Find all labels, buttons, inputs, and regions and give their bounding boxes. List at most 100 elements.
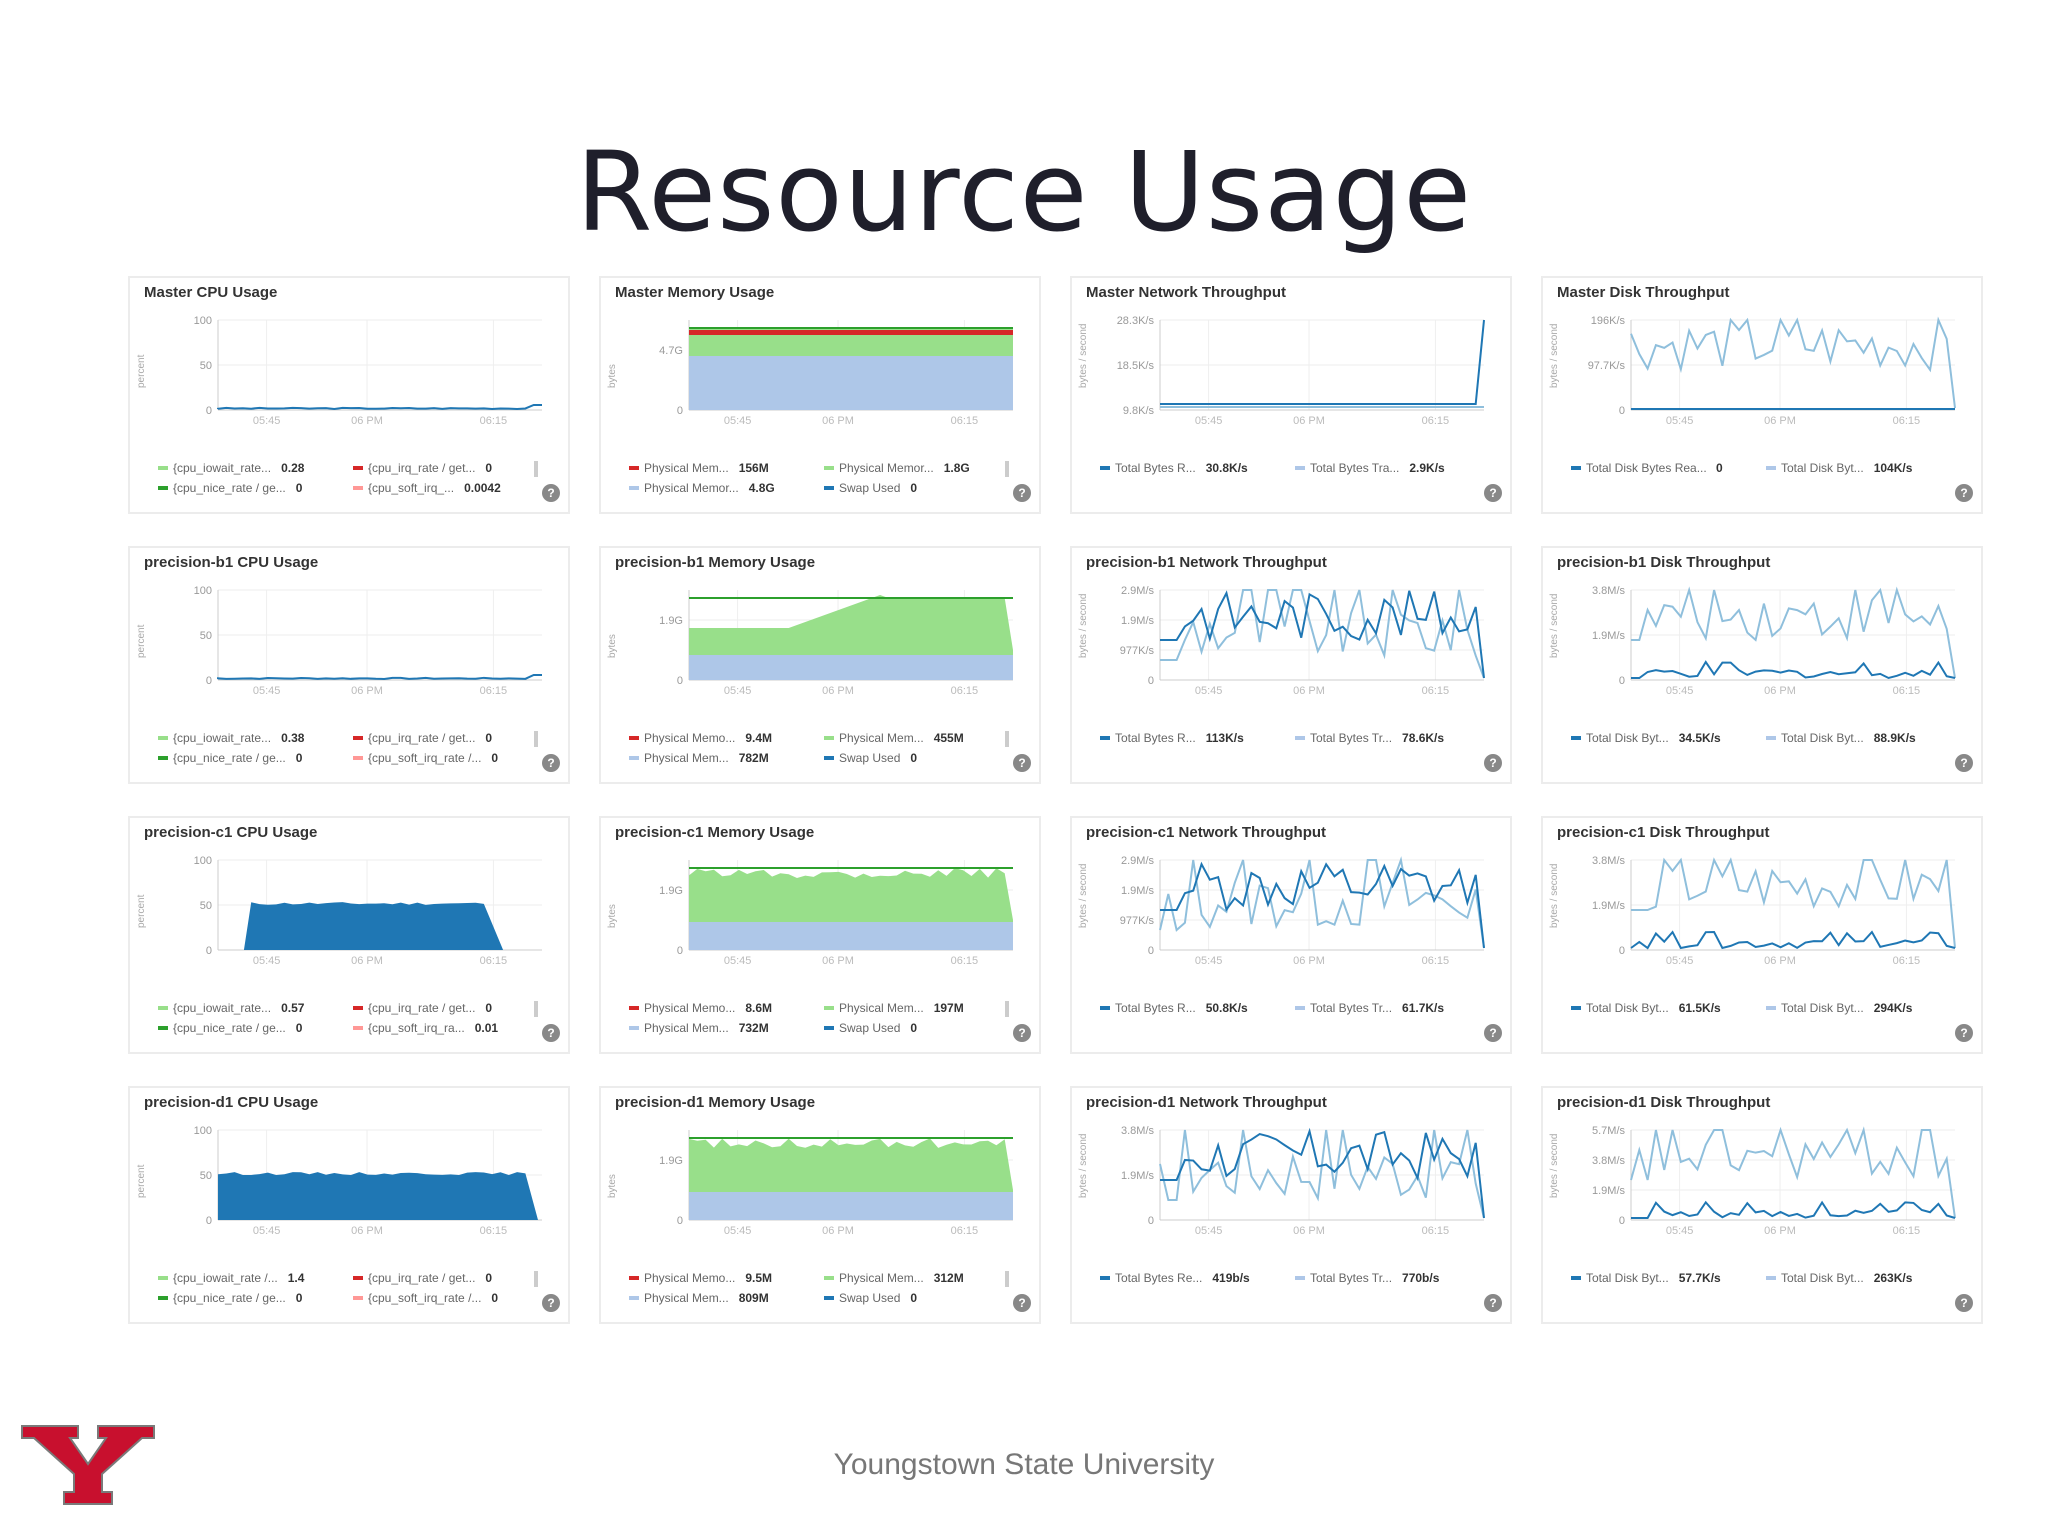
- help-icon[interactable]: ?: [542, 1294, 560, 1312]
- legend-scrollbar[interactable]: [1005, 1001, 1009, 1017]
- legend-item[interactable]: {cpu_iowait_rate... 0.38: [158, 728, 353, 748]
- panel-mem[interactable]: precision-d1 Memory Usage bytes 1.9G 0 05:45…: [599, 1086, 1041, 1324]
- legend-label: Swap Used: [839, 1291, 901, 1305]
- help-icon[interactable]: ?: [1484, 754, 1502, 772]
- panel-mem[interactable]: Master Memory Usage bytes 4.7G 0 05:45 06 PM 0…: [599, 276, 1041, 514]
- panel-net[interactable]: Master Network Throughput bytes / second 2…: [1070, 276, 1512, 514]
- help-icon[interactable]: ?: [1484, 1294, 1502, 1312]
- legend-item[interactable]: Total Disk Byt... 34.5K/s: [1571, 728, 1766, 748]
- legend-label: {cpu_nice_rate / ge...: [173, 1021, 286, 1035]
- legend-scrollbar[interactable]: [534, 1001, 538, 1017]
- legend-item[interactable]: Total Disk Byt... 263K/s: [1766, 1268, 1961, 1288]
- legend-item[interactable]: Physical Mem... 455M: [824, 728, 1019, 748]
- panel-cpu[interactable]: precision-d1 CPU Usage percent 100 50 0 05:45…: [128, 1086, 570, 1324]
- legend-item[interactable]: {cpu_irq_rate / get... 0: [353, 728, 548, 748]
- legend-scrollbar[interactable]: [534, 461, 538, 477]
- legend-scrollbar[interactable]: [1005, 1271, 1009, 1287]
- series-line: [1160, 1127, 1485, 1219]
- legend-item[interactable]: Swap Used 0: [824, 478, 1019, 498]
- legend-item[interactable]: Physical Mem... 732M: [629, 1018, 824, 1038]
- legend-item[interactable]: Total Bytes R... 113K/s: [1100, 728, 1295, 748]
- legend-item[interactable]: {cpu_iowait_rate /... 1.4: [158, 1268, 353, 1288]
- help-icon[interactable]: ?: [542, 1024, 560, 1042]
- legend-item[interactable]: {cpu_nice_rate / ge... 0: [158, 748, 353, 768]
- legend-item[interactable]: {cpu_iowait_rate... 0.57: [158, 998, 353, 1018]
- legend-item[interactable]: Physical Mem... 809M: [629, 1288, 824, 1308]
- legend-swatch: [1766, 1276, 1776, 1280]
- legend-item[interactable]: Total Bytes R... 50.8K/s: [1100, 998, 1295, 1018]
- legend-item[interactable]: Total Disk Byt... 88.9K/s: [1766, 728, 1961, 748]
- legend-item[interactable]: Total Disk Byt... 57.7K/s: [1571, 1268, 1766, 1288]
- legend-item[interactable]: Total Bytes Tr... 78.6K/s: [1295, 728, 1490, 748]
- help-icon[interactable]: ?: [542, 754, 560, 772]
- legend-item[interactable]: Physical Memo... 9.4M: [629, 728, 824, 748]
- help-icon[interactable]: ?: [1955, 754, 1973, 772]
- legend-item[interactable]: {cpu_nice_rate / ge... 0: [158, 1288, 353, 1308]
- legend-item[interactable]: Physical Memor... 4.8G: [629, 478, 824, 498]
- help-icon[interactable]: ?: [1484, 1024, 1502, 1042]
- panel-cpu[interactable]: precision-b1 CPU Usage percent 100 50 0 05:45…: [128, 546, 570, 784]
- legend-item[interactable]: {cpu_irq_rate / get... 0: [353, 998, 548, 1018]
- legend-item[interactable]: Physical Mem... 197M: [824, 998, 1019, 1018]
- panel-title: Master Network Throughput: [1086, 284, 1287, 301]
- panel-disk[interactable]: precision-c1 Disk Throughput bytes / seco…: [1541, 816, 1983, 1054]
- legend-label: Physical Memo...: [644, 731, 736, 745]
- legend-item[interactable]: {cpu_irq_rate / get... 0: [353, 1268, 548, 1288]
- legend-scrollbar[interactable]: [534, 1271, 538, 1287]
- legend-item[interactable]: {cpu_soft_irq_... 0.0042: [353, 478, 548, 498]
- legend-item[interactable]: Total Disk Byt... 104K/s: [1766, 458, 1961, 478]
- legend-item[interactable]: Total Bytes R... 30.8K/s: [1100, 458, 1295, 478]
- help-icon[interactable]: ?: [1955, 1024, 1973, 1042]
- help-icon[interactable]: ?: [1013, 1024, 1031, 1042]
- legend-item[interactable]: Physical Memo... 8.6M: [629, 998, 824, 1018]
- legend-scrollbar[interactable]: [1005, 461, 1009, 477]
- legend-item[interactable]: Swap Used 0: [824, 748, 1019, 768]
- x-tick-label: 06 PM: [351, 955, 383, 967]
- legend-item[interactable]: {cpu_nice_rate / ge... 0: [158, 478, 353, 498]
- legend-item[interactable]: Total Disk Bytes Rea... 0: [1571, 458, 1766, 478]
- legend-value: 0: [910, 1291, 918, 1305]
- panel-chart: 3.8M/s 1.9M/s 0 05:45 06 PM 06:15: [1121, 1125, 1485, 1237]
- legend-item[interactable]: Swap Used 0: [824, 1288, 1019, 1308]
- help-icon[interactable]: ?: [1013, 1294, 1031, 1312]
- legend-item[interactable]: Total Bytes Tr... 61.7K/s: [1295, 998, 1490, 1018]
- legend-item[interactable]: Total Disk Byt... 294K/s: [1766, 998, 1961, 1018]
- help-icon[interactable]: ?: [1955, 1294, 1973, 1312]
- legend-item[interactable]: Physical Memor... 1.8G: [824, 458, 1019, 478]
- panel-disk[interactable]: precision-d1 Disk Throughput bytes / seco…: [1541, 1086, 1983, 1324]
- panel-cpu[interactable]: precision-c1 CPU Usage percent 100 50 0 05:45…: [128, 816, 570, 1054]
- legend-item[interactable]: Total Bytes Re... 419b/s: [1100, 1268, 1295, 1288]
- panel-net[interactable]: precision-c1 Network Throughput bytes / s…: [1070, 816, 1512, 1054]
- help-icon[interactable]: ?: [1013, 484, 1031, 502]
- panel-net[interactable]: precision-b1 Network Throughput bytes / s…: [1070, 546, 1512, 784]
- legend-item[interactable]: {cpu_soft_irq_rate /... 0: [353, 748, 548, 768]
- legend-label: {cpu_irq_rate / get...: [368, 461, 476, 475]
- legend-item[interactable]: Physical Mem... 312M: [824, 1268, 1019, 1288]
- legend-scrollbar[interactable]: [534, 731, 538, 747]
- legend-item[interactable]: {cpu_nice_rate / ge... 0: [158, 1018, 353, 1038]
- help-icon[interactable]: ?: [1484, 484, 1502, 502]
- legend-item[interactable]: Physical Mem... 782M: [629, 748, 824, 768]
- legend-item[interactable]: Total Bytes Tr... 770b/s: [1295, 1268, 1490, 1288]
- legend-scrollbar[interactable]: [1005, 731, 1009, 747]
- legend-item[interactable]: {cpu_iowait_rate... 0.28: [158, 458, 353, 478]
- legend-swatch: [353, 1296, 363, 1300]
- panel-mem[interactable]: precision-b1 Memory Usage bytes 1.9G 0 05:45…: [599, 546, 1041, 784]
- legend-item[interactable]: {cpu_irq_rate / get... 0: [353, 458, 548, 478]
- panel-mem[interactable]: precision-c1 Memory Usage bytes 1.9G 0 05:45…: [599, 816, 1041, 1054]
- panel-net[interactable]: precision-d1 Network Throughput bytes / s…: [1070, 1086, 1512, 1324]
- legend-label: {cpu_soft_irq_...: [368, 481, 455, 495]
- panel-disk[interactable]: precision-b1 Disk Throughput bytes / seco…: [1541, 546, 1983, 784]
- legend-item[interactable]: {cpu_soft_irq_rate /... 0: [353, 1288, 548, 1308]
- help-icon[interactable]: ?: [1955, 484, 1973, 502]
- legend-item[interactable]: Physical Memo... 9.5M: [629, 1268, 824, 1288]
- help-icon[interactable]: ?: [1013, 754, 1031, 772]
- legend-item[interactable]: Total Disk Byt... 61.5K/s: [1571, 998, 1766, 1018]
- panel-cpu[interactable]: Master CPU Usage percent 100 50 0 05:45 06 PM 0…: [128, 276, 570, 514]
- panel-disk[interactable]: Master Disk Throughput bytes / second 196K…: [1541, 276, 1983, 514]
- legend-item[interactable]: Swap Used 0: [824, 1018, 1019, 1038]
- legend-item[interactable]: {cpu_soft_irq_ra... 0.01: [353, 1018, 548, 1038]
- legend-item[interactable]: Physical Mem... 156M: [629, 458, 824, 478]
- help-icon[interactable]: ?: [542, 484, 560, 502]
- legend-item[interactable]: Total Bytes Tra... 2.9K/s: [1295, 458, 1490, 478]
